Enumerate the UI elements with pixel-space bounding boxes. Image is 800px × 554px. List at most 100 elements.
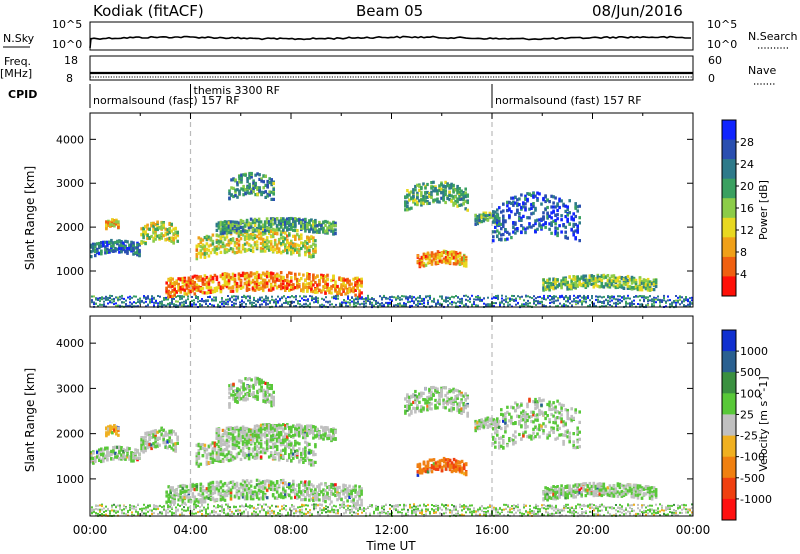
ground-scatter-cell [513, 298, 515, 301]
ground-scatter-cell [383, 510, 385, 513]
ground-scatter-cell [407, 514, 409, 517]
ground-scatter-cell [465, 303, 467, 306]
ground-scatter-cell [423, 505, 425, 507]
echo-cell [558, 283, 561, 287]
ground-scatter-cell [689, 303, 691, 305]
ground-scatter-cell [103, 303, 105, 306]
ground-scatter-cell [383, 294, 385, 297]
ground-scatter-cell [563, 303, 565, 306]
ground-scatter-cell [347, 504, 349, 507]
echo-cell [107, 221, 110, 225]
ground-scatter-cell [317, 504, 319, 507]
echo-cell [104, 245, 107, 249]
ground-scatter-cell [421, 297, 423, 300]
echo-cell [310, 287, 313, 291]
ground-scatter-cell [543, 304, 545, 307]
echo-cell [219, 240, 223, 244]
echo-cell [442, 188, 445, 192]
echo-cell [136, 241, 139, 245]
ground-scatter-cell [653, 296, 655, 299]
ground-scatter-cell [135, 506, 137, 509]
ground-scatter-cell [255, 513, 257, 516]
echo-cell [616, 279, 620, 283]
ground-scatter-cell [195, 295, 197, 298]
ground-scatter-cell [419, 512, 421, 514]
echo-cell [263, 225, 267, 229]
ground-scatter-cell [213, 296, 215, 299]
ground-scatter-cell [399, 296, 401, 299]
ground-scatter-cell [95, 507, 97, 510]
echo-cell [253, 223, 257, 227]
echo-cell [211, 239, 215, 243]
ground-scatter-cell [613, 297, 615, 300]
echo-cell [150, 224, 153, 228]
echo-cell [148, 227, 151, 231]
ground-scatter-cell [509, 298, 511, 301]
echo-cell [572, 218, 575, 222]
echo-cell [279, 236, 283, 240]
ground-scatter-cell [349, 301, 351, 304]
echo-cell [346, 289, 349, 293]
echo-cell [124, 245, 127, 249]
ground-scatter-cell [287, 302, 289, 305]
echo-cell [292, 251, 295, 255]
ground-scatter-cell [227, 298, 229, 301]
echo-cell [253, 235, 257, 240]
echo-cell [566, 281, 569, 285]
ground-scatter-cell [391, 505, 393, 508]
ground-scatter-cell [207, 513, 209, 516]
ground-scatter-cell [303, 303, 305, 306]
ground-scatter-cell [377, 507, 379, 510]
echo-cell [136, 251, 139, 255]
echo-cell [268, 177, 271, 181]
ground-scatter-cell [121, 511, 123, 514]
echo-cell [502, 209, 505, 213]
ground-scatter-cell [543, 298, 545, 300]
ground-scatter-cell [361, 302, 363, 305]
echo-cell [548, 214, 551, 218]
echo-cell [314, 288, 317, 292]
echo-cell [229, 226, 233, 230]
ground-scatter-cell [117, 510, 119, 513]
ground-scatter-cell [429, 511, 431, 513]
ground-scatter-cell [597, 298, 599, 301]
ground-scatter-cell [253, 298, 255, 301]
ground-scatter-cell [291, 301, 293, 304]
echo-cell [430, 181, 433, 185]
echo-cell [570, 215, 573, 219]
echo-cell [334, 286, 337, 290]
echo-cell [268, 193, 271, 197]
echo-cell [282, 282, 285, 286]
echo-cell [500, 222, 503, 226]
echo-cell [296, 218, 299, 222]
ground-scatter-cell [119, 508, 121, 511]
echo-cell [462, 195, 465, 199]
echo-cell [324, 230, 327, 234]
ground-scatter-cell [569, 302, 571, 305]
ground-scatter-cell [411, 506, 413, 509]
ground-scatter-cell [115, 509, 117, 512]
ground-scatter-cell [381, 505, 383, 508]
echo-cell [524, 206, 527, 210]
echo-cell [640, 285, 644, 289]
echo-cell [110, 238, 113, 243]
echo-cell [544, 225, 547, 229]
ground-scatter-cell [615, 305, 617, 308]
echo-cell [217, 221, 221, 225]
echo-cell [262, 186, 265, 190]
echo-cell [450, 250, 454, 254]
echo-cell [169, 281, 172, 285]
echo-cell [201, 277, 205, 281]
echo-cell [544, 221, 547, 225]
echo-cell [632, 276, 636, 280]
echo-cell [272, 187, 275, 191]
ground-scatter-cell [325, 505, 327, 508]
ground-scatter-cell [155, 301, 157, 304]
ground-scatter-cell [171, 514, 173, 516]
echo-cell [242, 193, 245, 197]
echo-cell [267, 245, 271, 249]
ground-scatter-cell [241, 302, 243, 305]
ground-scatter-cell [309, 511, 311, 514]
echo-cell [253, 282, 257, 286]
